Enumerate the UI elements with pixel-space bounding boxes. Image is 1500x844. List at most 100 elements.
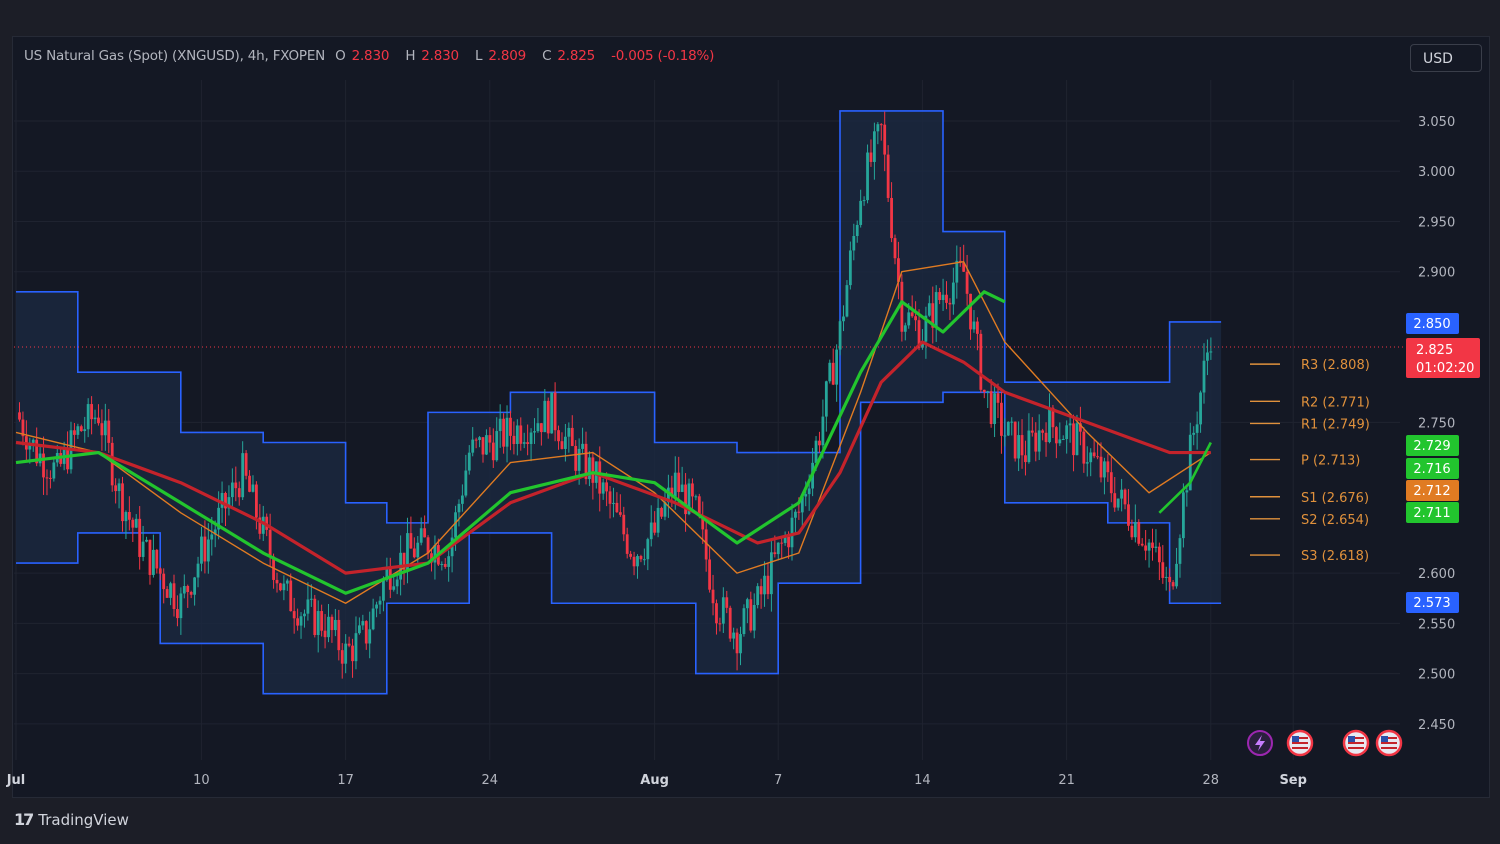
candles [18,111,1213,679]
candle-body [897,258,900,282]
price-tag [1406,458,1459,479]
candle-body [279,583,282,591]
candle-body [773,552,777,555]
candle-body [684,484,687,515]
pivot-label: R3 (2.808) [1301,358,1370,373]
tradingview-logo[interactable]: 17 TradingView [14,810,129,829]
candle-body [392,586,396,590]
price-tag-label: 2.850 [1413,317,1450,332]
us-flag-event-icon[interactable] [1286,729,1314,757]
candle-body [1192,432,1196,435]
candle-body [1079,423,1082,432]
us-flag-event-icon[interactable] [1342,729,1370,757]
candle-body [224,493,227,509]
candle-body [873,131,876,162]
candle-body [255,484,258,518]
candle-body [117,483,121,492]
x-tick-label: Aug [640,773,669,788]
candle-body [677,472,681,492]
candle-body [1054,427,1058,444]
channel-lower-line [16,391,1222,695]
last-price-tag [1406,338,1480,378]
candle-body [110,442,114,486]
candle-body [721,597,725,624]
candle-body [735,632,739,654]
candle-body [261,516,265,534]
price-tag-label: 2.573 [1413,596,1450,611]
candle-body [323,630,327,638]
candle-body [430,553,433,563]
pivot-label: R1 (2.749) [1301,417,1370,432]
price-tag [1406,435,1459,456]
candle-body [917,320,921,348]
candle-body [86,404,90,430]
candle-body [577,448,581,471]
candle-body [725,597,729,608]
candle-body [158,568,162,574]
y-axis: 3.050 3.000 2.950 2.900 2.750 2.600 2.550 2.500… [1418,115,1455,733]
us-flag-event-icon[interactable] [1375,729,1403,757]
symbol-name[interactable]: US Natural Gas (Spot) (XNGUSD), 4h, FXOP… [24,48,326,64]
candle-body [550,392,554,434]
candle-body [347,643,351,646]
y-tick-label: 2.750 [1418,416,1455,431]
candle-body [1041,430,1045,433]
candle-body [124,512,128,522]
candle-body [227,497,231,509]
candle-body [457,503,461,513]
candle-body [217,507,221,530]
price-tag-label: 2.711 [1413,506,1450,521]
y-tick-label: 2.450 [1418,718,1455,733]
lightning-event-icon[interactable] [1247,730,1273,756]
candle-body [52,462,56,479]
candle-body [186,585,190,592]
candle-body [539,423,543,433]
candle-body [890,197,893,239]
candle-body [903,325,907,332]
candle-body [818,440,821,446]
candle-body [103,420,107,436]
change-value: -0.005 (-0.18%) [611,48,715,64]
candle-body [656,507,660,533]
candle-body [828,362,832,382]
candle-body [1082,431,1086,464]
candle-body [1006,421,1010,436]
candle-body [478,437,481,441]
candle-body [1123,489,1127,505]
candle-body [471,439,475,453]
candle-body [1168,576,1172,583]
currency-button[interactable]: USD [1410,44,1482,72]
candle-body [354,633,358,662]
candle-body [704,529,708,560]
candle-body [1171,582,1175,587]
candle-body [914,316,918,321]
candle-body [155,549,159,569]
candle-body [697,496,701,517]
candle-body [285,580,289,584]
candle-body [1185,490,1189,493]
candle-body [203,536,207,562]
candle-body [196,563,200,578]
candle-body [296,618,300,626]
candle-body [1061,439,1065,441]
candle-body [924,315,928,342]
x-tick-label: 21 [1058,773,1075,788]
candle-body [378,600,382,605]
candle-body [1144,545,1148,551]
candle-body [1130,525,1134,538]
candle-body [1209,351,1213,353]
candle-body [560,441,564,449]
candle-body [955,260,959,283]
candle-body [931,303,935,328]
candle-body [625,534,629,554]
candle-body [886,154,890,198]
candle-body [1017,435,1021,459]
candle-body [1164,576,1168,578]
candle-body [375,604,378,609]
candle-body [838,321,842,350]
candle-body [993,393,996,424]
candle-body [907,312,911,326]
candle-body [800,496,804,513]
candle-body [622,514,626,535]
